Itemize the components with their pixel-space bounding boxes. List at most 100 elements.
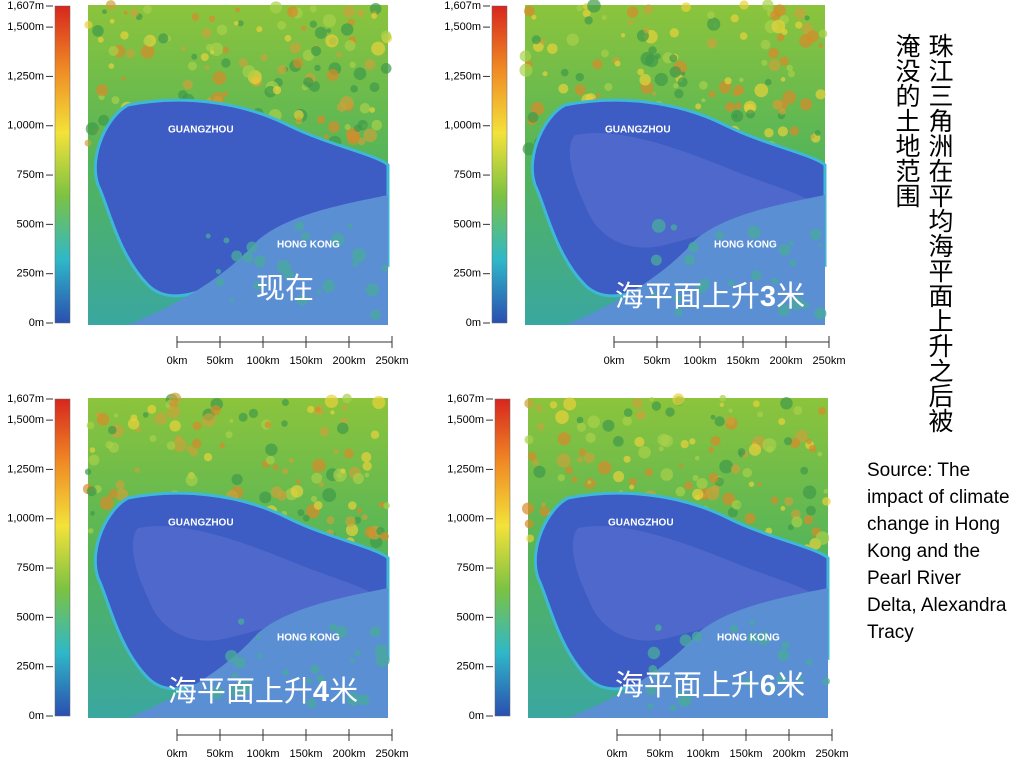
legend-tick-label: 1,607m <box>7 393 44 405</box>
terrain-relief <box>204 65 210 70</box>
terrain-relief <box>356 508 363 514</box>
terrain-relief <box>172 438 187 452</box>
terrain-relief <box>383 502 390 509</box>
legend-tick-label: 500m <box>16 611 44 623</box>
terrain-relief <box>582 9 591 18</box>
elevation-color-bar <box>494 398 511 717</box>
terrain-relief <box>186 445 194 453</box>
terrain-relief <box>587 415 601 429</box>
terrain-relief <box>371 41 386 56</box>
terrain-relief <box>310 45 322 57</box>
terrain-relief <box>604 82 613 92</box>
legend-tick-label: 750m <box>16 562 44 574</box>
elevation-color-bar <box>54 398 71 717</box>
legend-tick-label: 1,000m <box>447 513 484 525</box>
terrain-relief <box>212 71 227 85</box>
terrain-relief <box>739 32 748 40</box>
terrain-relief <box>815 531 830 545</box>
terrain-relief <box>248 408 259 419</box>
terrain-relief <box>533 465 546 478</box>
terrain-relief <box>527 112 539 123</box>
terrain-relief <box>88 528 94 534</box>
legend-tick-label: 1,500m <box>444 21 481 33</box>
legend-tick-label: 0m <box>29 317 44 329</box>
terrain-relief <box>89 447 96 453</box>
terrain-relief <box>256 26 263 33</box>
terrain-relief <box>277 490 288 501</box>
terrain-relief <box>192 438 202 449</box>
terrain-relief <box>742 467 753 478</box>
terrain-relief <box>745 109 756 119</box>
terrain-relief <box>761 59 768 66</box>
terrain-relief <box>328 121 340 133</box>
terrain-relief <box>730 464 741 474</box>
terrain-relief <box>293 110 304 121</box>
terrain-relief <box>222 91 228 97</box>
panel-caption: 海平面上升6米 <box>615 668 805 702</box>
legend-tick-label: 0m <box>466 317 481 329</box>
scale-tick-label: 0km <box>604 355 625 367</box>
terrain-relief <box>628 19 634 25</box>
terrain-relief <box>210 405 221 416</box>
terrain-relief <box>571 476 578 483</box>
terrain-relief <box>808 444 817 453</box>
terrain-relief <box>532 459 539 466</box>
terrain-relief <box>658 446 664 452</box>
terrain-relief <box>725 102 735 112</box>
island <box>814 307 827 320</box>
terrain-relief <box>319 426 330 437</box>
terrain-relief <box>557 432 571 446</box>
terrain-relief <box>757 482 762 487</box>
island <box>335 625 348 639</box>
island <box>776 674 787 684</box>
scale-tick-label: 100km <box>683 355 716 367</box>
terrain-relief <box>719 394 727 402</box>
island <box>209 685 224 700</box>
city-label: HONG KONG <box>277 633 340 644</box>
terrain-relief <box>290 485 304 498</box>
terrain-relief <box>130 8 139 18</box>
terrain-relief <box>303 77 314 88</box>
terrain-relief <box>596 93 601 98</box>
terrain-relief <box>265 443 278 456</box>
terrain-relief <box>623 408 633 417</box>
terrain-relief <box>739 77 744 83</box>
panel-caption: 现在 <box>256 271 314 305</box>
caption-unit: 米 <box>776 668 805 702</box>
legend-tick-label: 0m <box>469 710 484 722</box>
terrain-relief <box>814 129 821 136</box>
terrain-relief <box>323 134 329 140</box>
island <box>230 683 244 698</box>
island <box>231 250 243 262</box>
terrain-relief <box>326 28 332 34</box>
scale-tick-label: 150km <box>729 748 762 760</box>
terrain-relief <box>802 485 817 499</box>
terrain-relief <box>576 422 587 432</box>
island <box>749 620 755 626</box>
terrain-relief <box>587 0 601 13</box>
elevation-color-bar <box>491 5 508 324</box>
island <box>369 626 381 638</box>
terrain-relief <box>92 25 104 37</box>
terrain-relief <box>281 420 288 427</box>
terrain-relief <box>84 20 93 29</box>
terrain-relief <box>574 84 586 96</box>
terrain-relief <box>313 500 323 510</box>
terrain-relief <box>225 431 233 439</box>
terrain-relief <box>539 38 546 45</box>
caption-unit: 米 <box>329 674 358 708</box>
terrain-relief <box>576 416 584 424</box>
terrain-relief <box>309 5 317 13</box>
terrain-relief <box>143 5 152 14</box>
island <box>654 624 662 632</box>
terrain-relief <box>123 10 128 15</box>
island <box>246 241 258 253</box>
terrain-relief <box>778 108 786 115</box>
terrain-relief <box>587 480 592 485</box>
island <box>310 664 320 674</box>
caption-number: 3 <box>760 281 776 313</box>
legend-tick-label: 1,000m <box>444 120 481 132</box>
terrain-relief <box>524 398 535 409</box>
terrain-relief <box>601 49 609 58</box>
